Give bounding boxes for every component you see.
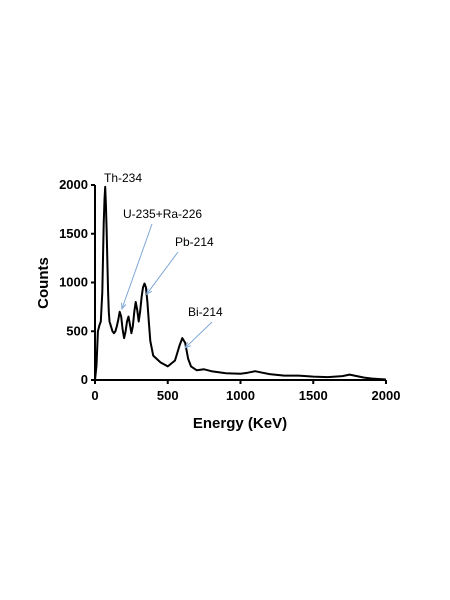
x-tick-label: 500 — [157, 388, 179, 403]
y-tick-label: 500 — [66, 323, 88, 338]
annotation-arrowhead — [184, 342, 191, 349]
x-tick-label: 0 — [91, 388, 98, 403]
peak-label: Pb-214 — [175, 235, 214, 249]
annotation-arrowhead — [121, 302, 127, 311]
x-tick-label: 2000 — [372, 388, 401, 403]
annotation-arrow — [184, 321, 213, 349]
peak-label: Bi-214 — [188, 305, 223, 319]
x-tick-label: 1500 — [299, 388, 328, 403]
y-tick-label: 2000 — [59, 177, 88, 192]
x-tick-label: 1000 — [226, 388, 255, 403]
annotations: Th-234 U-235+Ra-226 Pb-214 Bi-214 — [104, 171, 223, 349]
x-axis: 0 500 1000 1500 2000 — [91, 379, 401, 403]
y-axis: 0 500 1000 1500 2000 — [59, 177, 96, 387]
y-tick-label: 1000 — [59, 275, 88, 290]
annotation-arrow — [146, 251, 179, 295]
peak-label: Th-234 — [104, 171, 142, 185]
y-tick-label: 0 — [81, 372, 88, 387]
spectrum-line — [94, 185, 387, 381]
annotation-arrowhead — [145, 288, 153, 296]
x-axis-title: Energy (KeV) — [193, 415, 287, 432]
y-axis-title: Counts — [35, 257, 52, 309]
peak-label: U-235+Ra-226 — [123, 207, 202, 221]
annotation-arrow — [121, 223, 153, 309]
y-tick-label: 1500 — [59, 226, 88, 241]
